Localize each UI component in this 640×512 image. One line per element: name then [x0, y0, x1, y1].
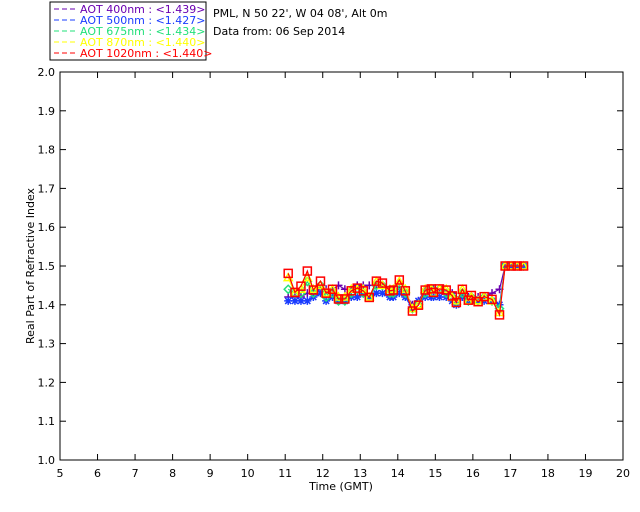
x-tick-label: 19 [578, 467, 592, 480]
square-marker [394, 275, 405, 285]
y-tick-label: 1.6 [38, 221, 56, 234]
asterisk-marker [372, 289, 381, 298]
asterisk-marker [296, 296, 305, 305]
square-marker [500, 261, 510, 271]
x-tick-label: 8 [169, 467, 176, 480]
y-tick-label: 1.3 [38, 338, 56, 351]
asterisk-marker [519, 262, 528, 270]
y-tick-label: 1.2 [38, 376, 56, 389]
asterisk-marker [435, 293, 444, 302]
square-marker [308, 285, 319, 295]
x-tick-label: 10 [241, 467, 255, 480]
asterisk-marker [395, 289, 404, 298]
x-axis-label: Time (GMT) [308, 480, 373, 493]
series-group [282, 260, 529, 320]
x-tick-label: 14 [391, 467, 405, 480]
legend-box [49, 1, 207, 61]
square-marker [364, 292, 375, 303]
y-tick-label: 1.7 [38, 182, 56, 195]
square-marker [358, 286, 369, 296]
square-marker [283, 268, 293, 279]
triangle-marker [363, 291, 375, 301]
triangle-marker [413, 299, 424, 309]
square-marker [466, 290, 477, 301]
y-tick-label: 2.0 [38, 66, 56, 79]
legend-entry: AOT 870nm : <1.440> [80, 36, 206, 49]
series-line [287, 265, 524, 318]
square-marker [494, 310, 505, 320]
chart-title-line-1: PML, N 50 22', W 04 08', Alt 0m [213, 7, 387, 20]
square-marker [407, 306, 418, 316]
x-tick-label: 16 [466, 467, 480, 480]
triangle-marker [308, 283, 319, 294]
asterisk-marker [290, 296, 299, 305]
chart-title-line-2: Data from: 06 Sep 2014 [213, 25, 345, 38]
y-tick-label: 1.4 [38, 299, 56, 312]
triangle-marker [457, 283, 468, 294]
axes: 5 6 7 8 9 10 11 12 13 14 15 16 17 18 19 20 1.0 1.1 1.2 1.3 1… [38, 66, 631, 480]
square-marker [377, 278, 388, 288]
square-marker [441, 285, 451, 295]
legend-entry: AOT 400nm : <1.439> [80, 3, 206, 16]
plot-area [59, 71, 624, 461]
asterisk-marker [284, 296, 293, 305]
x-tick-label: 12 [316, 467, 330, 480]
x-tick-label: 7 [132, 467, 139, 480]
y-tick-label: 1.9 [38, 105, 56, 118]
y-axis-label: Real Part of Refractive Index [24, 187, 37, 344]
y-tick-label: 1.8 [38, 144, 56, 157]
asterisk-marker [378, 289, 387, 298]
square-marker [487, 294, 497, 305]
square-marker [451, 297, 462, 308]
x-tick-label: 9 [207, 467, 214, 480]
square-marker [296, 281, 306, 291]
legend: AOT 400nm : <1.439>AOT 500nm : <1.427>AO… [54, 3, 213, 60]
square-marker [315, 276, 326, 286]
x-tick-label: 6 [94, 467, 101, 480]
legend-entry: AOT 500nm : <1.427> [80, 14, 206, 27]
x-tick-label: 13 [353, 467, 367, 480]
x-tick-label: 18 [541, 467, 555, 480]
x-tick-label: 15 [428, 467, 442, 480]
square-marker [333, 294, 344, 304]
square-marker [512, 261, 522, 271]
legend-entry: AOT 675nm : <1.434> [80, 25, 206, 38]
square-marker [400, 286, 411, 296]
series-4 [283, 261, 529, 320]
legend-entry: AOT 1020nm : <1.440> [80, 47, 213, 60]
y-tick-label: 1.5 [38, 260, 56, 273]
square-marker [290, 287, 300, 298]
square-marker [371, 276, 382, 286]
triangle-marker [440, 283, 452, 294]
square-marker [473, 296, 483, 307]
square-marker [518, 261, 529, 271]
square-marker [388, 285, 399, 295]
square-marker [413, 300, 424, 310]
square-marker [434, 284, 445, 294]
square-marker [327, 284, 338, 295]
x-tick-label: 17 [503, 467, 517, 480]
y-tick-label: 1.1 [38, 415, 56, 428]
asterisk-marker [316, 289, 325, 298]
square-marker [346, 286, 357, 296]
square-marker [352, 283, 363, 293]
x-tick-label: 11 [278, 467, 292, 480]
x-tick-label: 20 [616, 467, 630, 480]
y-tick-label: 1.0 [38, 454, 56, 467]
square-marker [457, 284, 468, 295]
square-marker [506, 261, 516, 271]
x-tick-label: 5 [57, 467, 64, 480]
square-marker [340, 294, 350, 304]
asterisk-marker [353, 293, 362, 302]
asterisk-marker [303, 296, 312, 305]
square-marker [302, 266, 313, 276]
